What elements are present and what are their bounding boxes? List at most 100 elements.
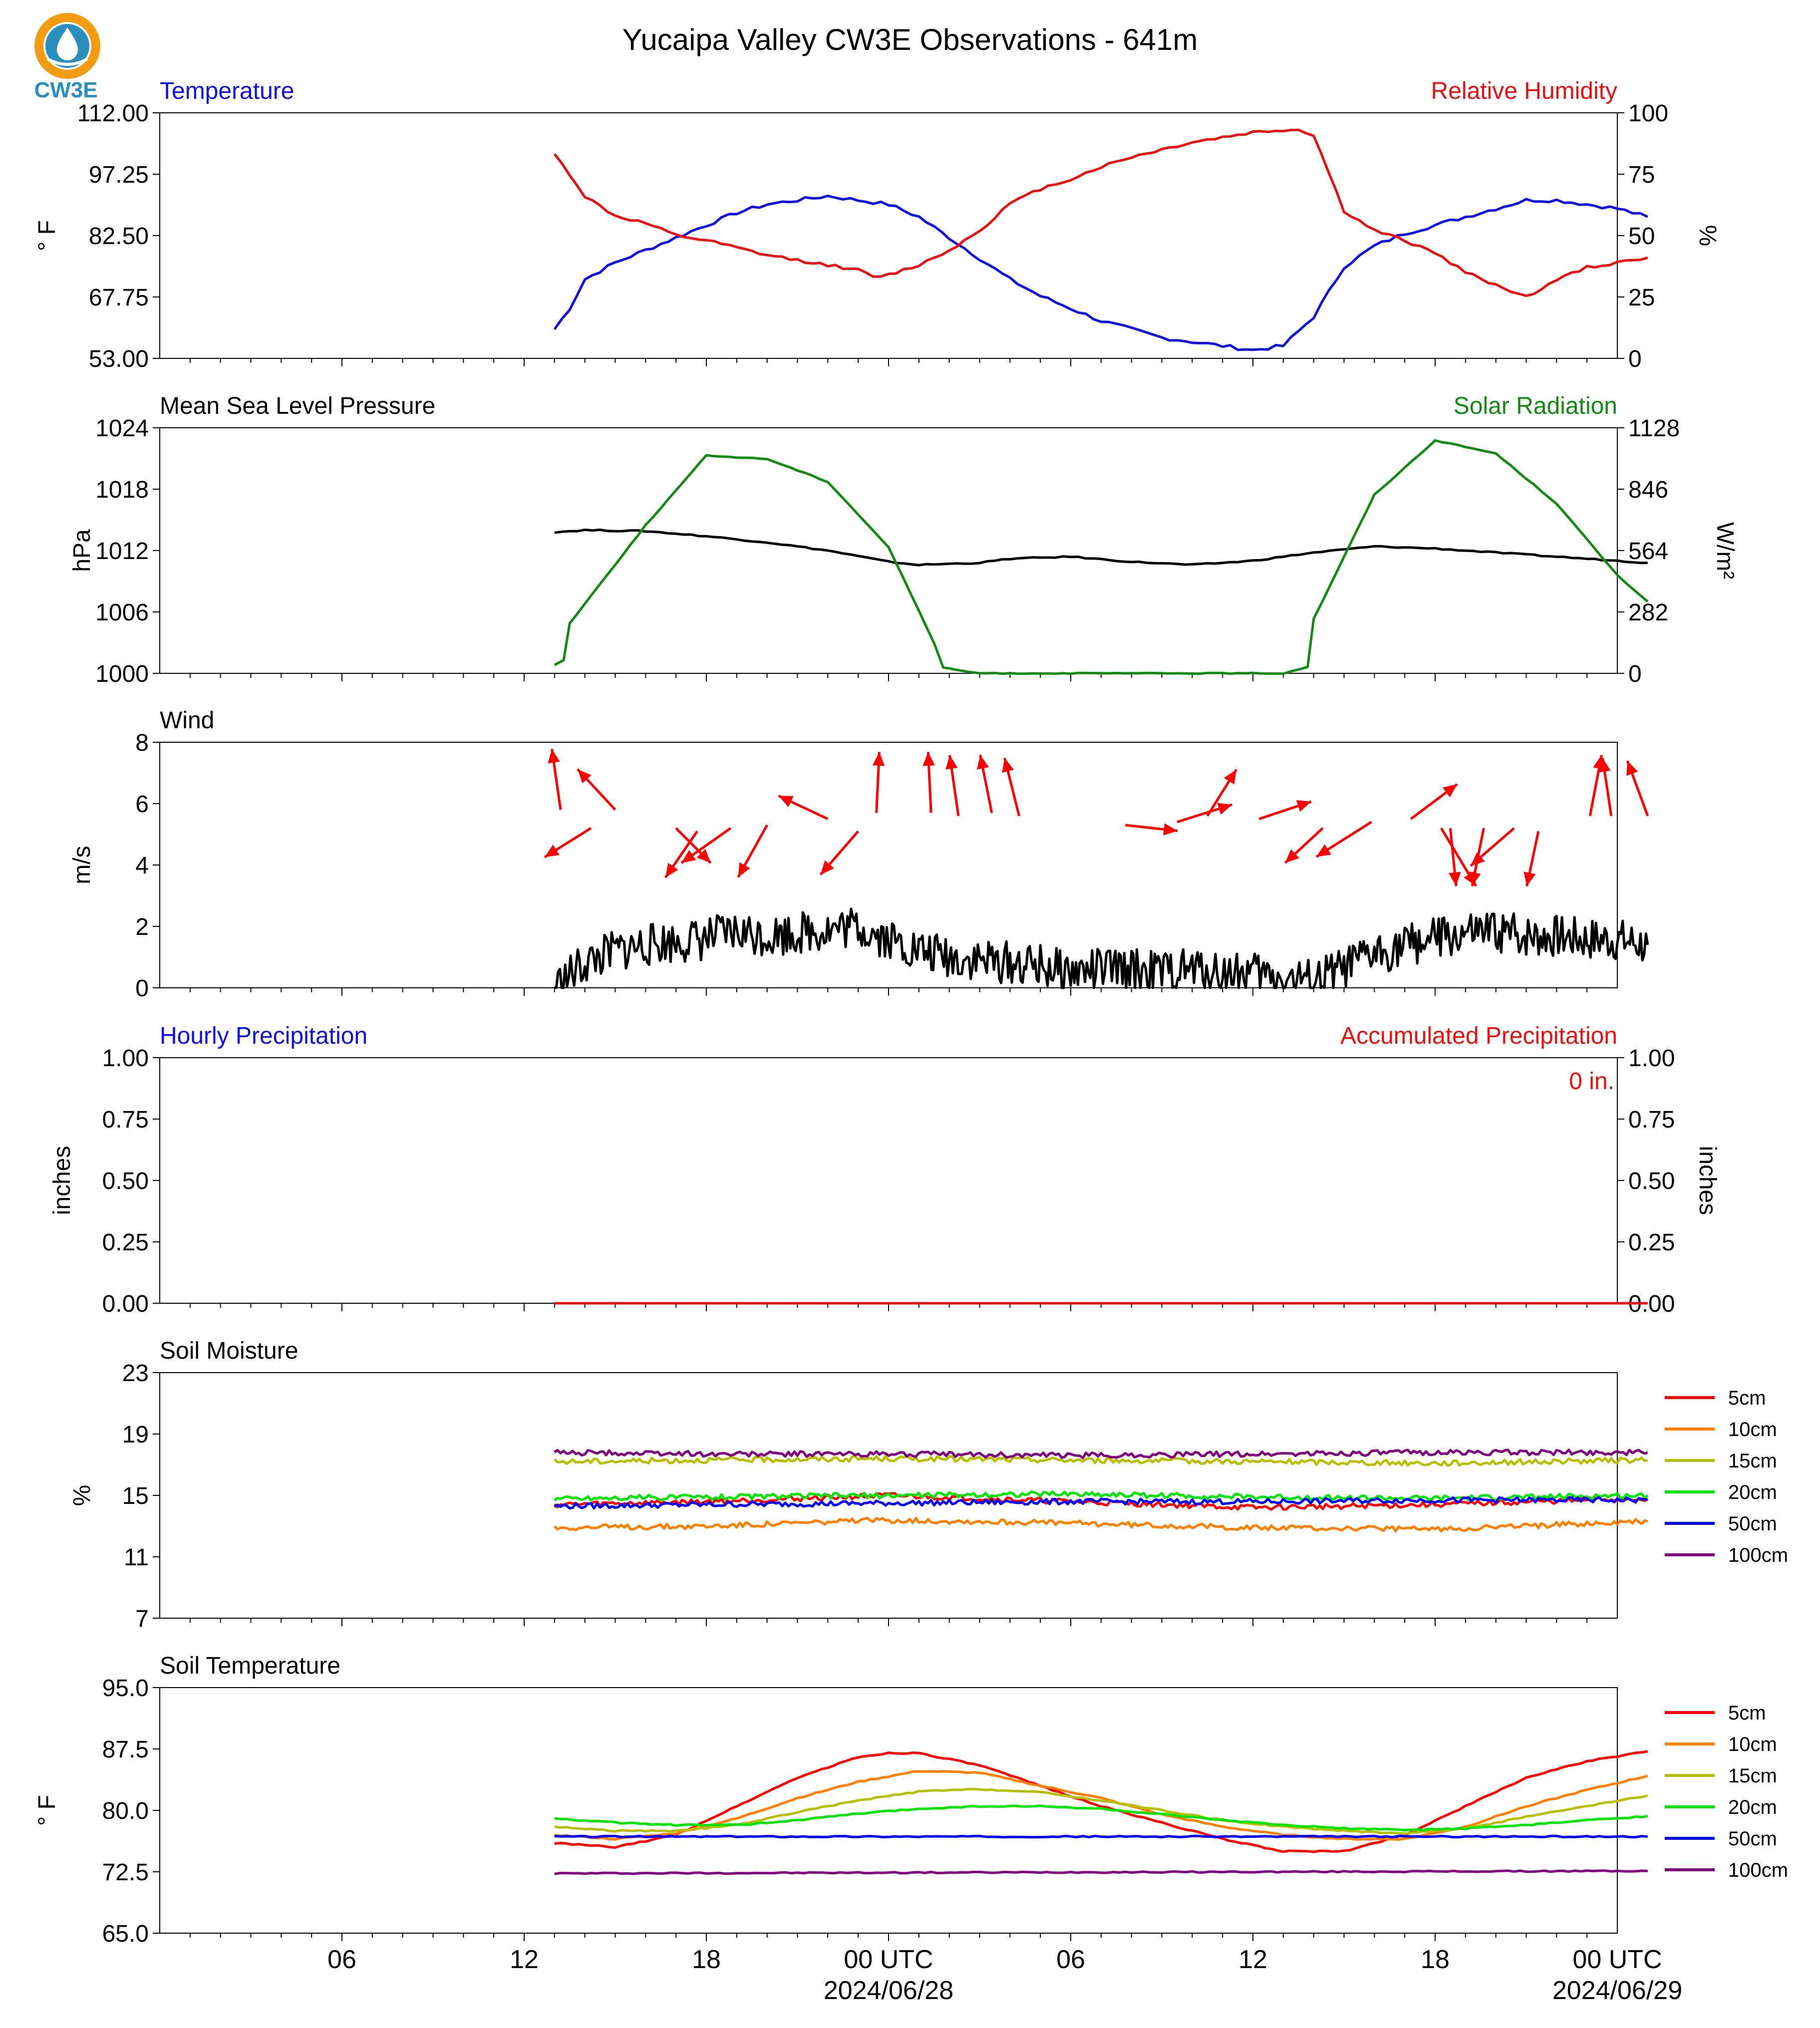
- right-panel-title: Relative Humidity: [1431, 78, 1617, 104]
- wind-arrow: [737, 824, 768, 878]
- wind-arrow-head: [1471, 852, 1485, 866]
- wind-arrow: [819, 830, 860, 875]
- x-tick-label: 00 UTC: [1572, 1945, 1662, 1974]
- left-panel-title: Soil Moisture: [160, 1338, 298, 1364]
- panel-soil-temp: Soil Temperature 65.0 72.5 80.0 87.5 95.0 ° F 5…: [34, 1653, 1788, 1947]
- legend-item: 5cm: [1665, 1702, 1766, 1724]
- wind-arrow: [544, 827, 592, 859]
- y2-axis-label: %: [1694, 225, 1721, 247]
- legend-item: 50cm: [1665, 1828, 1777, 1850]
- legend-label: 20cm: [1728, 1796, 1777, 1818]
- left-panel-title: Soil Temperature: [160, 1653, 340, 1679]
- wind-arrow-head: [1223, 769, 1236, 785]
- wave-icon: [46, 57, 88, 66]
- wind-arrow-head: [922, 752, 935, 766]
- wind-arrow-head: [1523, 871, 1536, 886]
- y-tick-label: 7: [135, 1606, 149, 1632]
- y-tick-label: 67.75: [89, 285, 149, 311]
- wind-arrow: [664, 830, 698, 878]
- wind-arrow-head: [1626, 761, 1638, 776]
- wind-arrow-head: [1598, 758, 1611, 773]
- series-line-relative-humidity: [553, 128, 1648, 297]
- x-tick-label: 00 UTC: [844, 1945, 933, 1974]
- y-tick-label: 82.50: [89, 223, 149, 250]
- y2-tick-label: 75: [1628, 162, 1655, 188]
- y-axis-label: %: [69, 1485, 95, 1506]
- wind-arrow: [872, 752, 885, 813]
- y2-tick-label: 50: [1628, 223, 1655, 250]
- wind-arrow: [680, 827, 732, 864]
- legend-label: 50cm: [1728, 1828, 1777, 1850]
- wind-arrow: [1125, 823, 1178, 836]
- panel-wind: Wind 0 2 4 6 8 m/s: [69, 707, 1649, 1002]
- y-axis-label: m/s: [69, 846, 95, 884]
- left-panel-title: Temperature: [160, 78, 294, 104]
- legend-item: 10cm: [1665, 1734, 1777, 1755]
- x-tick-label: 18: [1421, 1945, 1450, 1974]
- legend-label: 10cm: [1728, 1734, 1777, 1755]
- y-axis-label: hPa: [69, 529, 95, 572]
- series-line-100cm: [554, 1449, 1648, 1459]
- legend-item: 20cm: [1665, 1481, 1777, 1503]
- wind-arrow-head: [1163, 823, 1178, 836]
- legend-label: 50cm: [1728, 1513, 1777, 1535]
- wind-arrow-head: [665, 863, 678, 878]
- droplet-icon: [57, 27, 78, 60]
- wind-arrow: [1523, 831, 1540, 887]
- wind-arrow: [675, 827, 712, 864]
- y-tick-label: 2: [135, 914, 149, 940]
- x-tick-label: 06: [1056, 1945, 1085, 1974]
- left-panel-title: Wind: [160, 707, 214, 734]
- wind-arrow-head: [945, 755, 958, 770]
- wind-arrow-head: [1442, 784, 1458, 798]
- wind-arrow: [922, 752, 935, 813]
- y-tick-label: 4: [135, 853, 149, 879]
- series-line-5cm: [554, 1750, 1648, 1853]
- wind-arrow: [1598, 758, 1613, 816]
- panel-pressure-solar: Mean Sea Level Pressure Solar Radiation 10…: [69, 393, 1738, 687]
- y-tick-label: 19: [122, 1422, 149, 1448]
- legend-item: 100cm: [1665, 1544, 1788, 1566]
- wind-arrow: [1449, 828, 1461, 886]
- wind-arrow-head: [1002, 758, 1014, 773]
- y-tick-label: 1.00: [102, 1045, 149, 1072]
- legend-label: 5cm: [1728, 1702, 1766, 1724]
- wind-arrow: [577, 768, 616, 811]
- wind-arrow-head: [977, 755, 989, 770]
- y2-tick-label: 1.00: [1628, 1045, 1675, 1072]
- series-line-50cm: [554, 1496, 1648, 1510]
- x-tick-label: 18: [692, 1945, 721, 1974]
- panel-temp-rh: Temperature Relative Humidity 53.00 67.75 82…: [34, 78, 1721, 372]
- legend-label: 20cm: [1728, 1481, 1777, 1503]
- wind-arrow: [1410, 783, 1458, 820]
- y2-tick-label: 100: [1628, 100, 1668, 127]
- panel-precip: Hourly Precipitation Accumulated Precipit…: [49, 1023, 1721, 1317]
- y-axis-label: ° F: [34, 1795, 60, 1826]
- left-panel-title: Hourly Precipitation: [160, 1023, 367, 1049]
- wind-arrow-head: [1285, 849, 1299, 863]
- x-tick-label: 12: [1238, 1945, 1267, 1974]
- accumulated-precip-annotation: 0 in.: [1569, 1068, 1614, 1095]
- legend: 5cm 10cm 15cm 20cm 50cm 100cm: [1665, 1387, 1788, 1566]
- y-tick-label: 87.5: [102, 1737, 149, 1763]
- y-tick-label: 8: [135, 730, 149, 756]
- legend: 5cm 10cm 15cm 20cm 50cm 100cm: [1665, 1702, 1788, 1881]
- wind-arrow-head: [820, 860, 834, 875]
- series-line-10cm: [554, 1516, 1648, 1533]
- y-tick-label: 15: [122, 1483, 149, 1509]
- x-tick-label: 12: [510, 1945, 539, 1974]
- y-tick-label: 1018: [95, 477, 149, 503]
- y-tick-label: 112.00: [77, 100, 149, 127]
- y2-tick-label: 0.25: [1628, 1229, 1675, 1256]
- y-tick-label: 0.75: [102, 1107, 149, 1133]
- y-tick-label: 97.25: [89, 162, 149, 188]
- y-tick-label: 0: [135, 975, 149, 1002]
- legend-label: 10cm: [1728, 1419, 1777, 1441]
- series-line-50cm: [554, 1834, 1648, 1839]
- wind-arrow-head: [1296, 800, 1311, 812]
- wind-arrow: [1002, 757, 1021, 817]
- series-line-5cm: [554, 1492, 1649, 1511]
- wind-direction-arrows: [544, 749, 1649, 887]
